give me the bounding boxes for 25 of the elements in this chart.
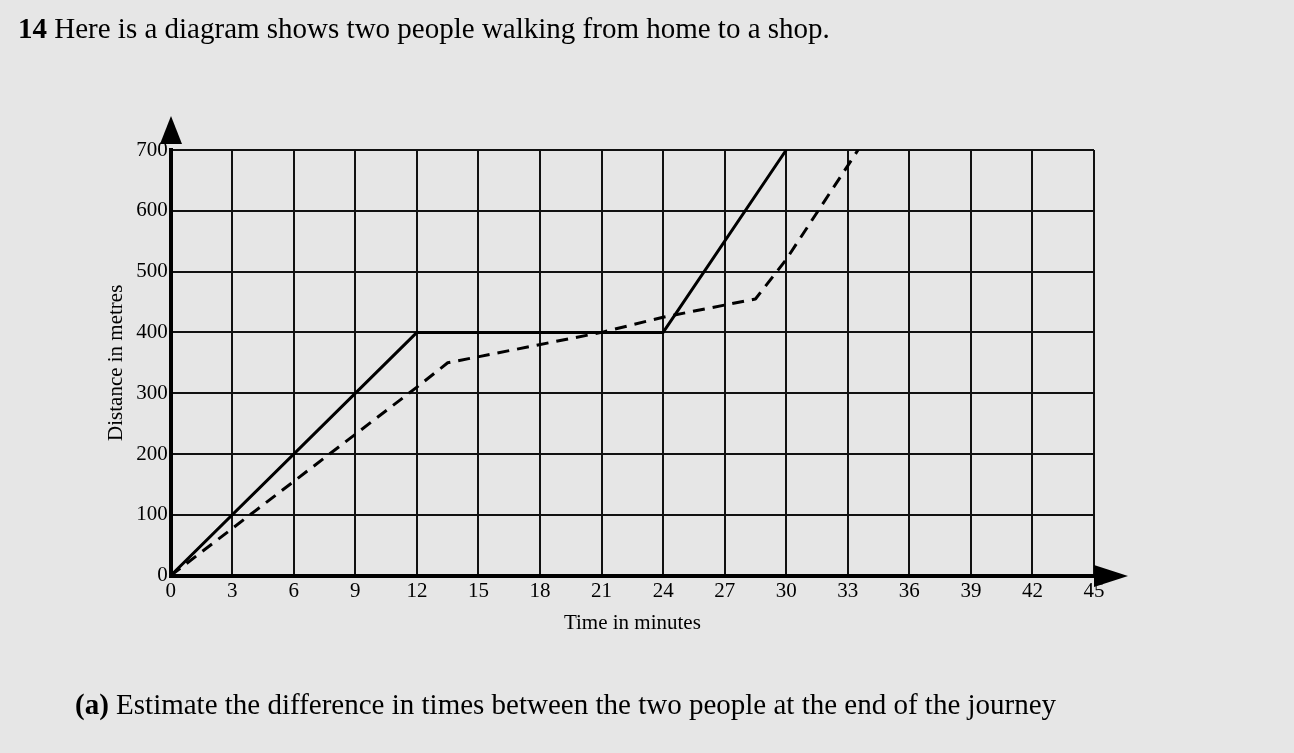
y-tick-label: 600 [136, 197, 168, 222]
x-tick-label: 36 [898, 577, 920, 602]
x-tick-label: 42 [1021, 577, 1043, 602]
y-tick-label: 200 [136, 440, 168, 465]
x-tick-label: 15 [467, 577, 489, 602]
y-tick-label: 300 [136, 379, 168, 404]
x-tick-label: 24 [652, 577, 675, 602]
y-tick-label: 100 [136, 501, 168, 526]
x-tick-label: 21 [591, 577, 613, 602]
x-tick-label: 18 [529, 577, 551, 602]
y-axis-title: Distance in metres [103, 284, 128, 441]
x-axis-title: Time in minutes [563, 609, 701, 634]
x-tick-label: 39 [960, 577, 982, 602]
x-tick-label: 27 [714, 577, 736, 602]
y-tick-label: 500 [136, 258, 168, 283]
x-tick-label: 3 [227, 577, 238, 602]
y-tick-label: 400 [136, 318, 168, 343]
x-tick-label: 30 [775, 577, 797, 602]
x-tick-label: 6 [288, 577, 300, 602]
y-tick-label: 700 [136, 136, 168, 161]
text: (a) Estimate the difference in times between the two people at the end of the journey [75, 688, 1057, 721]
chart-title: 14 Here is a diagram shows two people walking from home to a shop. [18, 12, 830, 45]
x-tick-label: 33 [837, 577, 859, 602]
x-tick-label: 9 [350, 577, 361, 602]
x-tick-label: 12 [406, 577, 428, 602]
